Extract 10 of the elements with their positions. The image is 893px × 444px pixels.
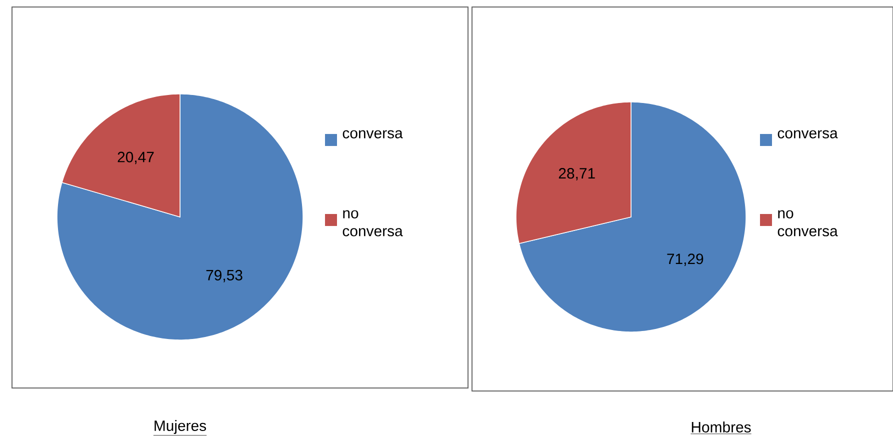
data-label: 20,47 <box>118 152 154 164</box>
text: Hombres <box>692 422 751 432</box>
legend-label: conversa <box>778 130 838 138</box>
legend-label: no conversa <box>342 210 403 236</box>
data-label: 79,53 <box>206 270 242 282</box>
legend-label: no conversa <box>778 210 838 236</box>
legend-label: conversa <box>342 130 403 138</box>
data-label: 28,71 <box>558 168 595 180</box>
text: Mujeres <box>154 420 206 434</box>
data-label: 71,29 <box>667 254 704 266</box>
